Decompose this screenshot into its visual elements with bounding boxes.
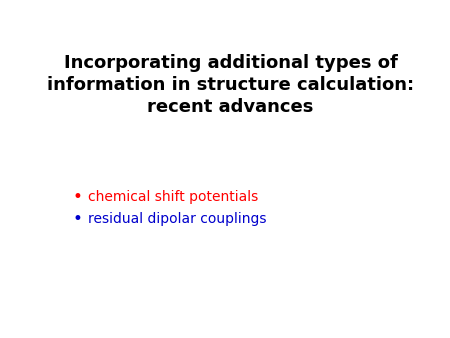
Text: residual dipolar couplings: residual dipolar couplings (88, 212, 266, 226)
Text: chemical shift potentials: chemical shift potentials (88, 190, 258, 204)
Text: Incorporating additional types of
information in structure calculation:
recent a: Incorporating additional types of inform… (47, 54, 414, 116)
Text: •: • (72, 188, 82, 206)
Text: •: • (72, 210, 82, 228)
